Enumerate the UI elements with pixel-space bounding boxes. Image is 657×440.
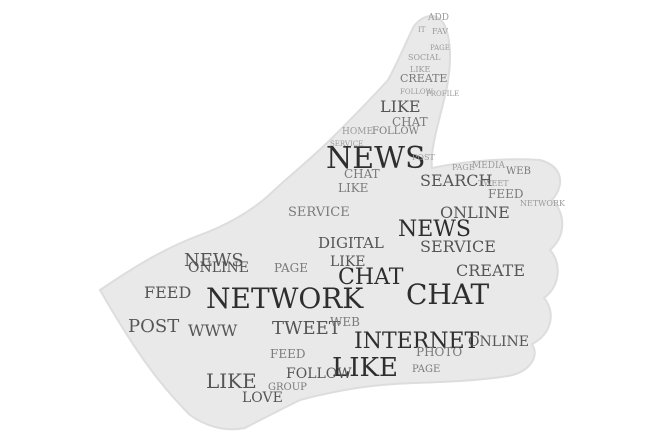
- word-feed: FEED: [144, 283, 191, 302]
- word-create: CREATE: [456, 261, 525, 280]
- word-chat: CHAT: [406, 278, 490, 311]
- word-service: SERVICE: [420, 237, 496, 256]
- word-network: NETWORK: [206, 282, 364, 315]
- word-social: SOCIAL: [408, 53, 441, 62]
- word-like: LIKE: [206, 369, 257, 393]
- word-like: LIKE: [410, 65, 430, 74]
- word-follow: FOLLOW: [400, 88, 434, 96]
- word-online: ONLINE: [188, 260, 249, 276]
- word-internet: INTERNET: [354, 329, 480, 354]
- word-www: WWW: [188, 321, 238, 340]
- word-web: WEB: [330, 315, 360, 329]
- word-news: NEWS: [398, 217, 471, 242]
- word-service: SERVICE: [288, 205, 350, 220]
- word-news: NEWS: [326, 141, 426, 176]
- word-feed: FEED: [488, 187, 523, 201]
- word-photo: PHOTO: [416, 345, 462, 359]
- word-page: PAGE: [452, 163, 475, 172]
- word-web: WEB: [506, 166, 531, 177]
- word-chat: CHAT: [338, 265, 404, 290]
- word-page: PAGE: [412, 364, 440, 375]
- word-post: POST: [412, 153, 435, 162]
- word-post: POST: [128, 316, 179, 337]
- word-online: ONLINE: [440, 203, 510, 222]
- word-fav: FAV: [432, 27, 448, 36]
- word-profile: PROFILE: [426, 90, 459, 98]
- word-page: PAGE: [274, 261, 308, 275]
- word-chat: CHAT: [344, 167, 380, 181]
- word-media: MEDIA: [472, 161, 506, 171]
- word-add: ADD: [427, 13, 449, 23]
- word-tweet: TWEET: [272, 318, 341, 339]
- word-tweet: TWEET: [478, 179, 509, 188]
- word-service: SERVICE: [330, 140, 363, 148]
- word-it: IT: [418, 26, 426, 34]
- word-chat: CHAT: [392, 115, 428, 129]
- word-like: LIKE: [380, 97, 421, 116]
- word-news: NEWS: [184, 250, 244, 271]
- word-like: LIKE: [338, 181, 368, 195]
- word-network: NETWORK: [520, 199, 566, 208]
- word-search: SEARCH: [420, 171, 492, 190]
- word-follow: FOLLOW: [372, 126, 420, 137]
- word-love: LOVE: [242, 390, 283, 406]
- hand-silhouette: [98, 15, 564, 431]
- word-digital: DIGITAL: [318, 234, 384, 252]
- word-online: ONLINE: [468, 334, 529, 350]
- word-page: PAGE: [430, 44, 450, 52]
- word-group: GROUP: [268, 382, 307, 393]
- word-like: LIKE: [332, 353, 398, 383]
- word-like: LIKE: [330, 254, 366, 270]
- word-follow: FOLLOW: [286, 366, 352, 382]
- word-create: CREATE: [400, 72, 447, 85]
- word-home: HOME: [342, 127, 373, 137]
- word-feed: FEED: [270, 347, 305, 361]
